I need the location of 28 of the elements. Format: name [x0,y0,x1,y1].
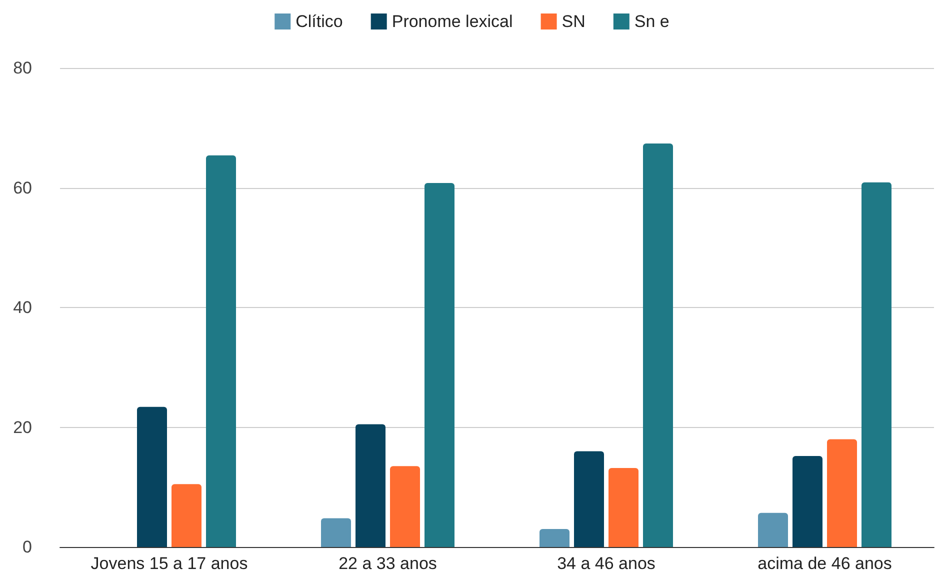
y-tick-label: 20 [13,418,32,437]
y-tick-label: 60 [13,178,32,198]
bar [321,518,351,547]
bar [827,439,857,547]
bar [137,406,167,547]
bar [758,512,788,547]
bar [540,529,570,547]
legend-label: SN [562,12,586,31]
bar [390,466,420,547]
bar [424,182,454,547]
bar [643,143,673,547]
y-tick-label: 40 [13,298,32,317]
bar [862,182,892,547]
bar [608,468,638,547]
bar [574,451,604,547]
x-tick-label: 22 a 33 anos [338,554,437,573]
bar [356,424,386,547]
y-tick-label: 80 [13,58,32,78]
legend-label: Pronome lexical [392,12,513,31]
legend-label: Sn e [634,12,670,31]
bar [172,484,202,547]
bar [792,456,822,547]
x-tick-label: Jovens 15 a 17 anos [90,554,248,573]
legend-label: Clítico [296,12,343,31]
y-tick-label: 0 [22,538,32,556]
x-tick-label: 34 a 46 anos [557,554,656,573]
x-tick-label: acima de 46 anos [758,554,892,573]
bar [206,155,236,547]
